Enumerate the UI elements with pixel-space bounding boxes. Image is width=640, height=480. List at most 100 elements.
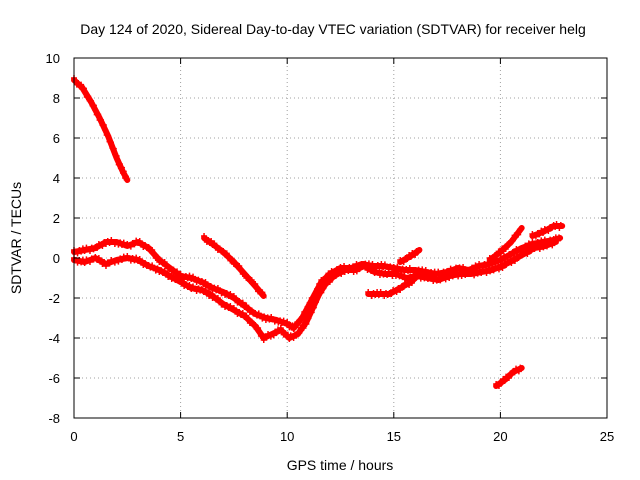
data-point <box>245 274 252 280</box>
data-point <box>82 89 89 96</box>
y-axis-label: SDTVAR / TECUs <box>8 182 24 294</box>
data-point <box>216 245 223 252</box>
data-point <box>208 238 215 244</box>
data-point <box>256 329 263 335</box>
data-point <box>163 262 170 269</box>
data-point <box>536 231 543 238</box>
data-point <box>80 85 87 92</box>
data-point <box>413 274 420 280</box>
data-point <box>442 276 449 283</box>
data-point <box>294 322 301 328</box>
data-point <box>211 240 218 247</box>
data-point <box>90 102 97 109</box>
data-point <box>161 259 168 265</box>
data-point <box>318 289 325 296</box>
data-point <box>245 316 252 323</box>
data-point <box>236 263 243 269</box>
series-low-segment <box>493 364 525 389</box>
data-point <box>407 254 414 260</box>
series-mid-branch <box>201 233 267 299</box>
data-point <box>81 260 88 266</box>
data-point <box>296 330 303 336</box>
data-point <box>388 291 395 297</box>
data-point <box>102 127 109 133</box>
data-point <box>220 248 227 254</box>
data-point <box>369 266 376 272</box>
data-point <box>238 267 245 273</box>
grid <box>74 58 607 418</box>
data-point <box>252 281 259 287</box>
data-point <box>186 282 193 288</box>
data-point <box>297 317 304 324</box>
data-point <box>312 299 319 305</box>
data-point <box>471 272 478 279</box>
x-tick-label: 0 <box>70 429 77 444</box>
data-point <box>515 255 522 261</box>
data-point <box>515 231 522 238</box>
data-point <box>300 314 307 320</box>
data-point <box>243 302 250 309</box>
data-point <box>99 243 106 249</box>
data-point <box>277 325 284 331</box>
data-point <box>127 243 134 250</box>
data-point <box>150 251 157 257</box>
series-evening-bump-2 <box>529 221 566 240</box>
data-point <box>332 273 339 279</box>
data-point <box>397 287 404 293</box>
data-point <box>248 318 255 325</box>
y-tick-label: -4 <box>48 331 60 346</box>
x-axis-ticks: 0 5 10 15 20 25 <box>70 58 614 444</box>
data-point <box>81 248 88 254</box>
data-point <box>545 228 552 234</box>
data-point <box>207 283 214 289</box>
data-point <box>214 295 221 301</box>
series-late-branch <box>365 273 421 299</box>
data-point <box>216 298 223 305</box>
data-point <box>506 241 513 248</box>
data-point <box>329 275 336 282</box>
data-point <box>540 230 547 236</box>
data-point <box>495 383 502 389</box>
x-axis-label: GPS time / hours <box>287 457 394 473</box>
data-point <box>515 368 522 375</box>
y-tick-label: -6 <box>48 371 60 386</box>
y-tick-label: -2 <box>48 291 60 306</box>
data-point <box>245 305 252 312</box>
data-point <box>527 248 534 254</box>
data-point <box>98 117 105 123</box>
data-point <box>310 304 317 311</box>
data-point <box>290 326 297 332</box>
data-point <box>174 268 181 275</box>
data-point <box>241 271 248 277</box>
x-tick-label: 15 <box>387 429 401 444</box>
data-point <box>511 258 518 264</box>
y-tick-label: 10 <box>46 51 60 66</box>
data-point <box>232 260 239 266</box>
data-point <box>303 321 310 327</box>
data-point <box>517 364 524 371</box>
y-tick-label: 8 <box>53 91 60 106</box>
data-point <box>505 375 512 381</box>
data-point <box>113 153 120 159</box>
data-point <box>304 304 311 310</box>
data-point <box>116 161 123 167</box>
data-point <box>326 279 333 285</box>
data-point <box>170 266 177 273</box>
data-point <box>110 145 117 152</box>
data-point <box>166 265 173 271</box>
data-point <box>300 325 307 331</box>
data-point <box>543 243 550 250</box>
data-point <box>154 265 161 272</box>
series-upper-main <box>71 234 564 332</box>
data-point <box>230 293 237 299</box>
data-point <box>556 234 563 241</box>
data-point <box>400 284 407 290</box>
data-series <box>71 75 566 389</box>
data-point <box>236 298 243 304</box>
data-point <box>308 309 315 316</box>
data-point <box>557 222 564 228</box>
data-point <box>248 307 255 314</box>
data-point <box>115 258 122 265</box>
data-point <box>511 250 518 256</box>
